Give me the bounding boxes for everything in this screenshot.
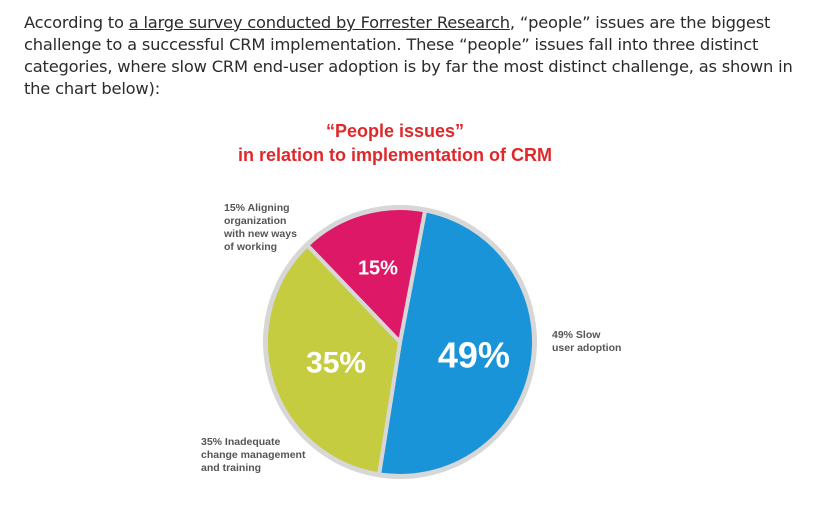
article-paragraph: According to a large survey conducted by… xyxy=(24,12,804,100)
article-text-before-link: According to xyxy=(24,13,129,32)
pie-category-label-slow-user-adoption: 49% Slow user adoption xyxy=(552,329,621,354)
pie-value-label-49: 49% xyxy=(438,334,510,375)
article-text-after-link: , “people” issues are the biggest challe… xyxy=(24,13,793,98)
forrester-survey-link[interactable]: a large survey conducted by Forrester Re… xyxy=(128,13,510,32)
pie-value-label-35: 35% xyxy=(306,347,366,380)
pie-labels: 49% 49% Slow user adoption 35% 35% Inadequat… xyxy=(201,202,621,474)
pie-slice-inadequate-change-management xyxy=(264,243,402,477)
pie-category-label-aligning-organization: 15% Aligning organization with new ways of … xyxy=(223,202,297,253)
pie-slices xyxy=(263,205,537,479)
chart-title-line-1: “People issues” xyxy=(326,121,464,141)
pie-category-label-inadequate-change-management: 35% Inadequate change management and train… xyxy=(201,436,306,474)
chart-title-line-2: in relation to implementation of CRM xyxy=(238,145,552,165)
pie-value-label-15: 15% xyxy=(358,257,398,279)
pie-slice-aligning-organization xyxy=(305,206,428,344)
pie-slice-slow-user-adoption xyxy=(377,208,536,478)
